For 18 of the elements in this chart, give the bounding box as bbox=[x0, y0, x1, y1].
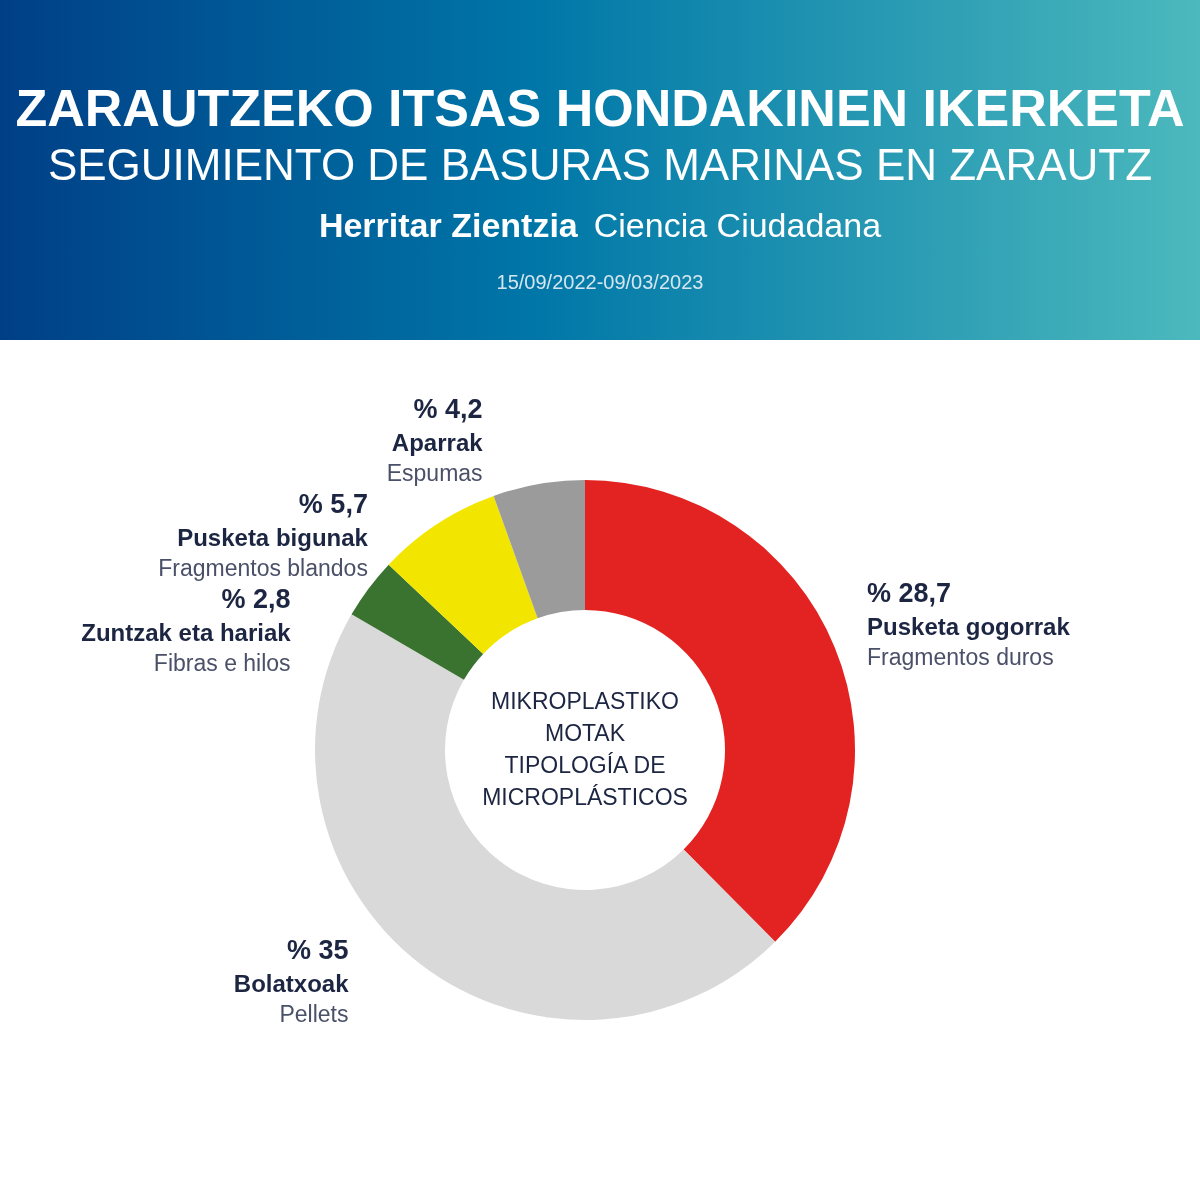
data-label: % 28,7 bbox=[867, 577, 952, 608]
category-label: Aparrak Espumas bbox=[386, 428, 483, 486]
donut-slice bbox=[493, 480, 585, 619]
text: MIKROPLASTIKO MOTAK TIPOLOGÍA DE MICROPLÁSTICOS bbox=[482, 688, 688, 810]
chart-subtitle: SEGUIMIENTO DE BASURAS MARINAS EN ZARAUTZ bbox=[46, 139, 1154, 191]
category-label: Pusketa bigunak Fragmentos blandos bbox=[158, 523, 368, 581]
data-label: % 5,7 bbox=[298, 488, 368, 519]
category-label: Bolatxoak Pellets bbox=[233, 970, 349, 1028]
chart-title: ZARAUTZEKO ITSAS HONDAKINEN IKERKETA bbox=[14, 78, 1186, 138]
data-label: % 4,2 bbox=[413, 393, 483, 424]
slice-label: Pusketa gogorrak Fragmentos duros bbox=[867, 612, 1071, 670]
donut-slice bbox=[388, 495, 538, 654]
data-label: % 2,8 bbox=[221, 583, 291, 614]
data-label: % 35 bbox=[286, 935, 349, 966]
text: Ciencia Ciudadana bbox=[593, 206, 882, 244]
text: Herritar Zientzia bbox=[318, 206, 578, 244]
text: 15/09/2022-09/03/2023 bbox=[495, 271, 705, 294]
category-label: Zuntzak eta hariak Fibras e hilos bbox=[81, 618, 291, 676]
